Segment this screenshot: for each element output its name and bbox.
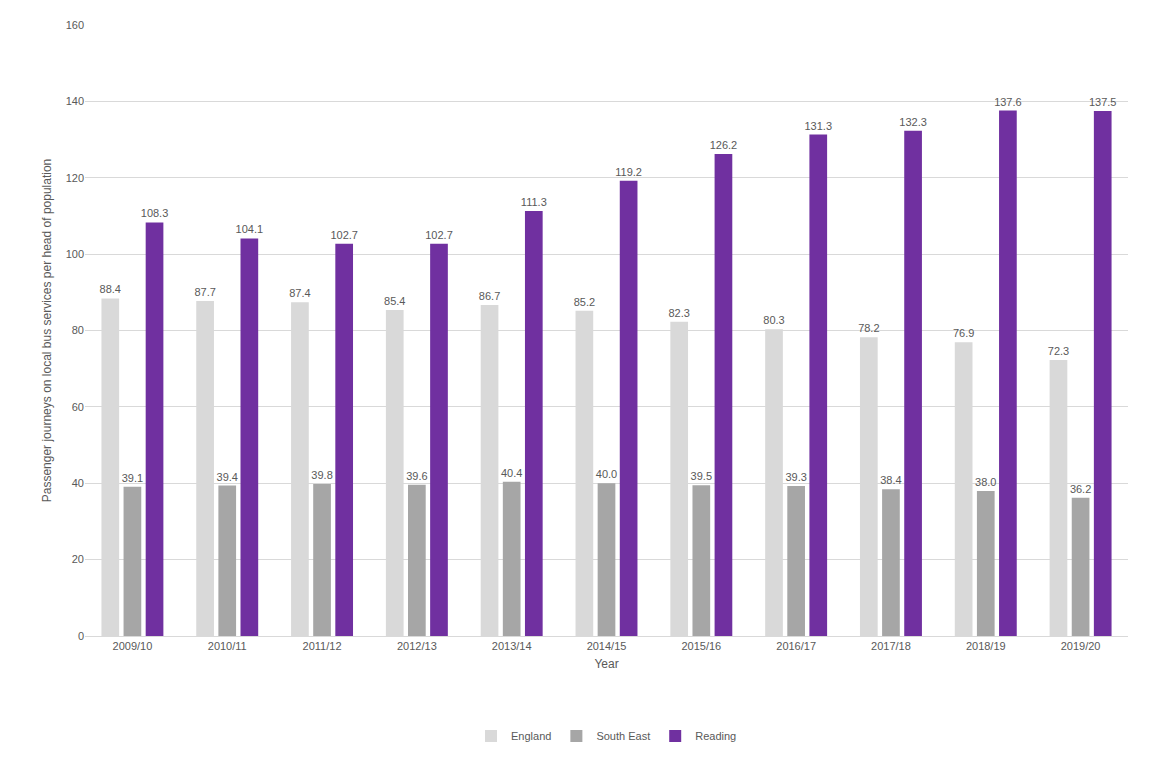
- svg-text:60: 60: [72, 401, 84, 413]
- svg-text:2016/17: 2016/17: [776, 640, 816, 652]
- svg-text:2011/12: 2011/12: [303, 640, 342, 652]
- svg-text:20: 20: [72, 553, 84, 565]
- svg-text:80: 80: [72, 324, 84, 336]
- svg-text:85.4: 85.4: [384, 295, 405, 307]
- svg-text:38.0: 38.0: [975, 476, 996, 488]
- svg-text:87.7: 87.7: [194, 286, 215, 298]
- svg-text:36.2: 36.2: [1070, 483, 1091, 495]
- svg-text:39.6: 39.6: [406, 470, 427, 482]
- svg-text:104.1: 104.1: [236, 223, 264, 235]
- svg-text:85.2: 85.2: [574, 296, 595, 308]
- svg-text:2009/10: 2009/10: [113, 640, 153, 652]
- svg-text:82.3: 82.3: [668, 307, 689, 319]
- svg-text:2015/16: 2015/16: [681, 640, 721, 652]
- svg-text:38.4: 38.4: [880, 474, 901, 486]
- svg-text:102.7: 102.7: [330, 229, 358, 241]
- svg-text:39.8: 39.8: [311, 469, 332, 481]
- svg-text:Passenger journeys on local bu: Passenger journeys on local bus services…: [40, 159, 54, 503]
- svg-text:72.3: 72.3: [1048, 345, 1069, 357]
- svg-text:England: England: [511, 730, 551, 742]
- svg-text:87.4: 87.4: [289, 287, 310, 299]
- svg-text:2019/20: 2019/20: [1061, 640, 1101, 652]
- svg-text:88.4: 88.4: [100, 283, 121, 295]
- svg-text:2014/15: 2014/15: [587, 640, 627, 652]
- svg-text:137.6: 137.6: [994, 96, 1022, 108]
- svg-text:102.7: 102.7: [425, 229, 453, 241]
- svg-text:39.3: 39.3: [785, 471, 806, 483]
- svg-text:100: 100: [66, 248, 84, 260]
- svg-text:76.9: 76.9: [953, 327, 974, 339]
- svg-text:40.0: 40.0: [596, 468, 617, 480]
- svg-text:108.3: 108.3: [141, 207, 169, 219]
- svg-text:40.4: 40.4: [501, 467, 522, 479]
- svg-text:131.3: 131.3: [804, 120, 832, 132]
- svg-text:39.1: 39.1: [122, 472, 143, 484]
- svg-text:2018/19: 2018/19: [966, 640, 1006, 652]
- svg-text:120: 120: [66, 172, 84, 184]
- svg-text:39.5: 39.5: [691, 470, 712, 482]
- svg-text:132.3: 132.3: [899, 116, 927, 128]
- svg-text:140: 140: [66, 95, 84, 107]
- svg-text:2013/14: 2013/14: [492, 640, 532, 652]
- svg-text:2017/18: 2017/18: [871, 640, 911, 652]
- svg-text:40: 40: [72, 477, 84, 489]
- svg-text:160: 160: [66, 19, 84, 31]
- svg-text:126.2: 126.2: [710, 139, 738, 151]
- svg-text:Year: Year: [594, 657, 618, 671]
- svg-text:Reading: Reading: [695, 730, 736, 742]
- svg-text:86.7: 86.7: [479, 290, 500, 302]
- svg-text:78.2: 78.2: [858, 322, 879, 334]
- svg-text:137.5: 137.5: [1089, 96, 1117, 108]
- svg-text:111.3: 111.3: [521, 196, 547, 208]
- svg-text:South East: South East: [596, 730, 650, 742]
- svg-text:119.2: 119.2: [615, 166, 642, 178]
- svg-text:80.3: 80.3: [763, 314, 784, 326]
- svg-text:2010/11: 2010/11: [208, 640, 247, 652]
- svg-text:39.4: 39.4: [217, 471, 238, 483]
- svg-text:0: 0: [78, 630, 84, 642]
- svg-text:2012/13: 2012/13: [397, 640, 437, 652]
